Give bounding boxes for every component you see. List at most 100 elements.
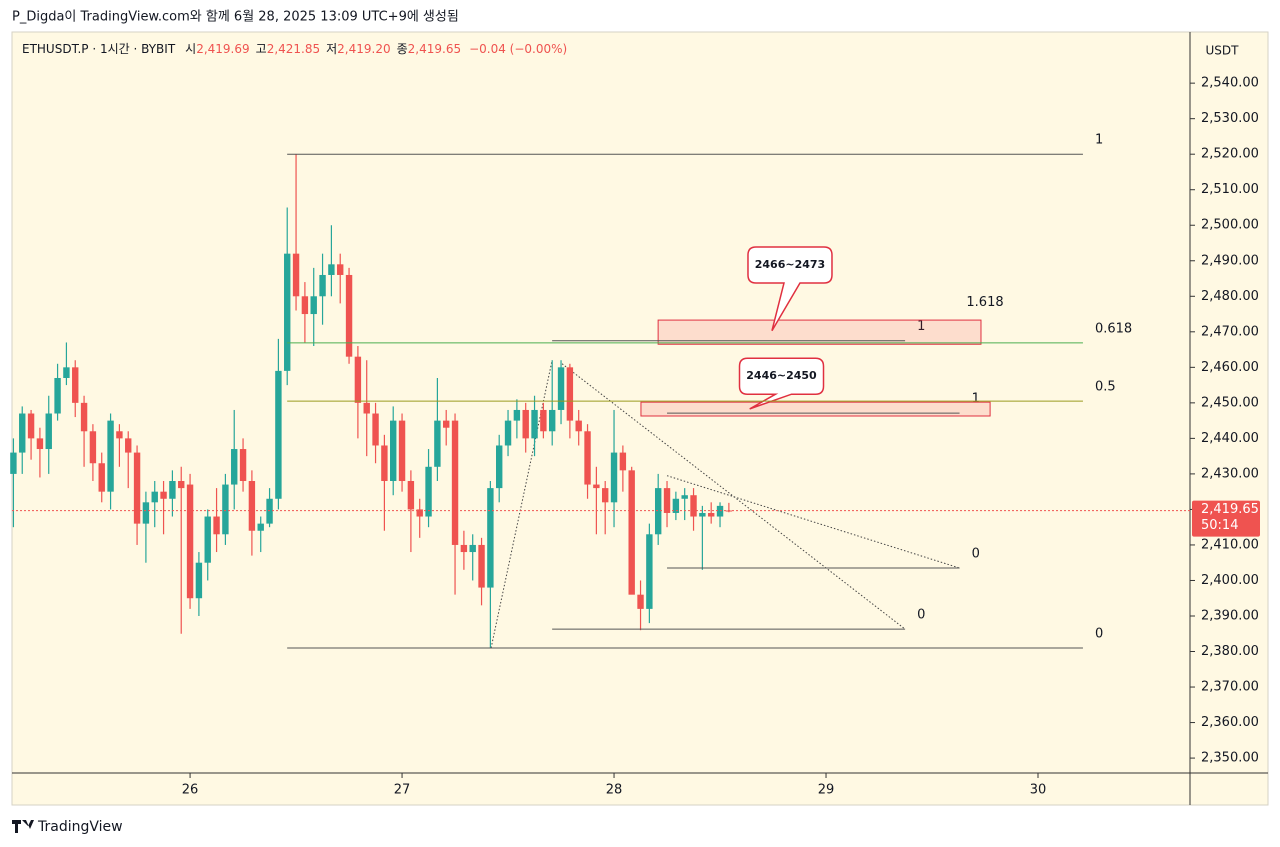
candle-body	[266, 498, 273, 524]
candle-body	[646, 534, 653, 609]
candle-body	[496, 445, 503, 489]
candle-body	[186, 484, 194, 599]
level-label: 0	[972, 547, 980, 562]
candle-body	[301, 296, 309, 315]
candle-body	[27, 413, 35, 439]
chart-bg	[11, 31, 1269, 806]
candle-body	[178, 481, 185, 489]
candle-body	[248, 481, 256, 531]
author-line: P_Digda이 TradingView.com와 함께 6월 28, 2025…	[12, 10, 459, 25]
candle-body	[54, 377, 61, 414]
y-tick-label: 2,430.00	[1201, 466, 1259, 481]
brand: TradingView	[37, 819, 123, 835]
candle-body	[549, 409, 556, 432]
candle-body	[116, 431, 123, 439]
candle-body	[80, 402, 88, 432]
candle-body	[610, 452, 618, 503]
symbol-legend: ETHUSDT.P · 1시간 · BYBIT 시2,419.69 고2,421.8…	[22, 42, 567, 56]
candle-body	[372, 413, 379, 446]
candle-body	[310, 296, 317, 315]
level-label: 0.618	[1095, 321, 1132, 336]
candle-body	[566, 367, 574, 421]
callout-text: 2466~2473	[755, 258, 825, 271]
candle-body	[540, 409, 547, 432]
y-tick-label: 2,490.00	[1201, 253, 1259, 268]
last-price-tag	[1192, 500, 1260, 537]
candle-body	[504, 420, 512, 446]
ohlc-value: 2,419.65	[408, 42, 461, 56]
y-tick-label: 2,470.00	[1201, 324, 1259, 339]
candle-body	[363, 402, 370, 414]
candle-body	[292, 253, 300, 297]
candle-body	[584, 431, 591, 485]
candle-body	[204, 516, 211, 563]
candle-body	[531, 409, 538, 439]
y-tick-label: 2,450.00	[1201, 395, 1259, 410]
candle-body	[557, 367, 565, 410]
level-label: 0	[917, 608, 925, 623]
brand-logo	[12, 820, 34, 833]
level-label: 0.5	[1095, 380, 1116, 395]
ohlc-value: 2,419.20	[337, 42, 390, 56]
candle-body	[72, 367, 79, 403]
candle-body	[398, 420, 406, 482]
candle-body	[637, 594, 644, 609]
footer: TradingView	[12, 819, 123, 835]
y-tick-label: 2,480.00	[1201, 289, 1259, 304]
candle-body	[133, 452, 141, 524]
candle-body	[125, 438, 132, 453]
candle-body	[416, 509, 423, 517]
candle-body	[460, 544, 468, 553]
level-label: 1	[1095, 133, 1103, 148]
candle-body	[257, 523, 264, 531]
candle-body	[169, 481, 176, 499]
candle-body	[407, 481, 415, 510]
y-tick-label: 2,410.00	[1201, 537, 1259, 552]
dotted-trend	[666, 475, 960, 569]
candle-body	[45, 413, 52, 450]
candle-body	[337, 264, 344, 275]
candle-body	[699, 512, 706, 517]
candle-body	[19, 413, 26, 453]
candle-body	[628, 470, 635, 595]
y-tick-label: 2,500.00	[1201, 218, 1259, 233]
y-tick-label: 2,370.00	[1201, 680, 1259, 695]
candle-body	[690, 495, 697, 517]
candle-body	[425, 466, 432, 517]
candle-body	[213, 516, 220, 535]
x-tick-label: 26	[182, 783, 199, 798]
dotted-trend	[490, 360, 553, 649]
candle-body	[593, 484, 600, 489]
y-tick-label: 2,530.00	[1201, 111, 1259, 126]
x-tick-label: 27	[394, 783, 411, 798]
candle-body	[619, 452, 627, 471]
y-tick-label: 2,380.00	[1201, 644, 1259, 659]
candle-body	[195, 562, 203, 599]
level-label: 0	[1095, 626, 1103, 641]
symbol: ETHUSDT.P · 1시간 · BYBIT	[22, 42, 176, 56]
candle-body	[681, 495, 688, 499]
candle-body	[284, 253, 291, 371]
y-tick-label: 2,350.00	[1201, 751, 1259, 766]
y-tick-label: 2,390.00	[1201, 608, 1259, 623]
candle-body	[707, 512, 715, 517]
x-tick-label: 30	[1030, 783, 1047, 798]
candle-body	[654, 488, 662, 535]
candle-body	[160, 491, 167, 499]
ohlc-name: 시	[185, 42, 196, 56]
y-tick-label: 2,510.00	[1201, 182, 1259, 197]
y-tick-label: 2,520.00	[1201, 147, 1259, 162]
candle-body	[151, 491, 158, 503]
candle-body	[222, 484, 229, 535]
callout-box	[747, 246, 833, 332]
countdown: 50:14	[1201, 518, 1238, 533]
candle-body	[275, 370, 282, 499]
candle-body	[89, 431, 97, 464]
level-label: 1	[972, 392, 980, 407]
candle-body	[575, 420, 582, 432]
candle-body	[98, 463, 105, 492]
candle-body	[107, 420, 114, 492]
candle-body	[142, 502, 150, 524]
candle-body	[672, 498, 680, 513]
